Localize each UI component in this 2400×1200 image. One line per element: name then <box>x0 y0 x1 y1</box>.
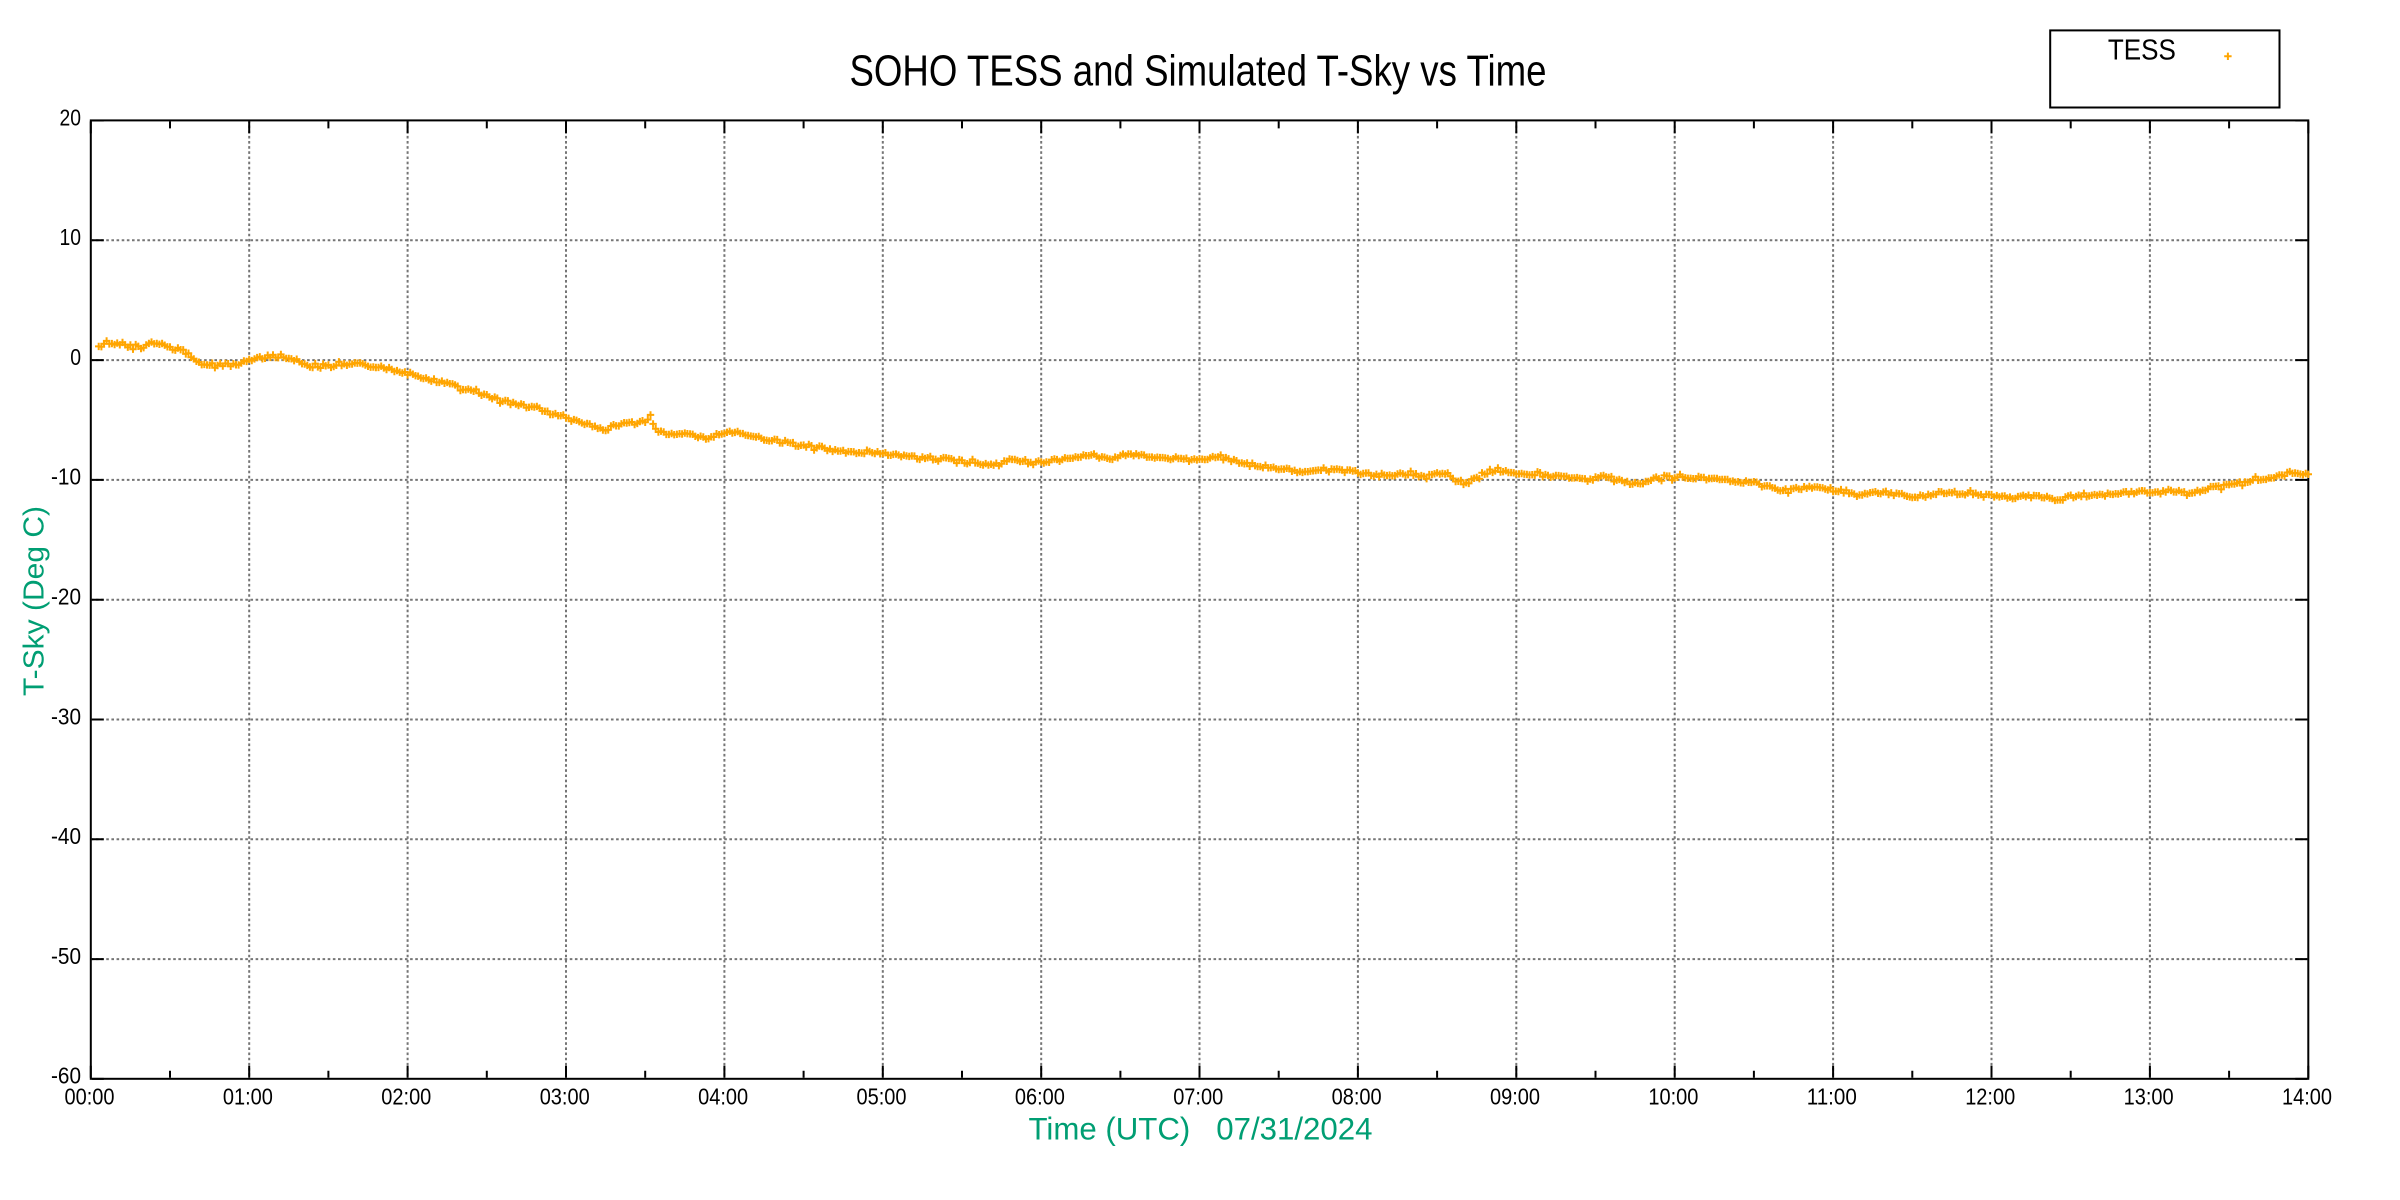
svg-text:10: 10 <box>60 224 82 250</box>
svg-text:-50: -50 <box>51 943 81 969</box>
svg-text:-60: -60 <box>51 1063 81 1089</box>
svg-text:-20: -20 <box>51 584 81 610</box>
svg-text:-10: -10 <box>51 464 81 490</box>
svg-text:00:00: 00:00 <box>65 1083 115 1109</box>
svg-text:12:00: 12:00 <box>1965 1083 2015 1109</box>
svg-text:-40: -40 <box>51 823 81 849</box>
svg-text:11:00: 11:00 <box>1807 1083 1857 1109</box>
svg-text:02:00: 02:00 <box>381 1083 431 1109</box>
svg-text:-30: -30 <box>51 703 81 729</box>
svg-text:10:00: 10:00 <box>1648 1083 1698 1109</box>
svg-text:20: 20 <box>60 104 82 130</box>
svg-text:04:00: 04:00 <box>698 1083 748 1109</box>
svg-text:03:00: 03:00 <box>540 1083 590 1109</box>
svg-text:T-Sky (Deg C): T-Sky (Deg C) <box>18 506 50 696</box>
svg-text:09:00: 09:00 <box>1490 1083 1540 1109</box>
svg-text:Time (UTC) 07/31/2024: Time (UTC) 07/31/2024 <box>1029 1112 1373 1147</box>
svg-text:07:00: 07:00 <box>1173 1083 1223 1109</box>
svg-text:14:00: 14:00 <box>2282 1083 2332 1109</box>
svg-text:13:00: 13:00 <box>2124 1083 2174 1109</box>
svg-text:05:00: 05:00 <box>857 1083 907 1109</box>
svg-text:0: 0 <box>70 344 81 370</box>
svg-text:TESS: TESS <box>2108 35 2176 67</box>
svg-text:08:00: 08:00 <box>1332 1083 1382 1109</box>
svg-text:SOHO TESS and Simulated T-Sky: SOHO TESS and Simulated T-Sky vs Time <box>850 47 1547 95</box>
svg-text:06:00: 06:00 <box>1015 1083 1065 1109</box>
svg-text:01:00: 01:00 <box>223 1083 273 1109</box>
